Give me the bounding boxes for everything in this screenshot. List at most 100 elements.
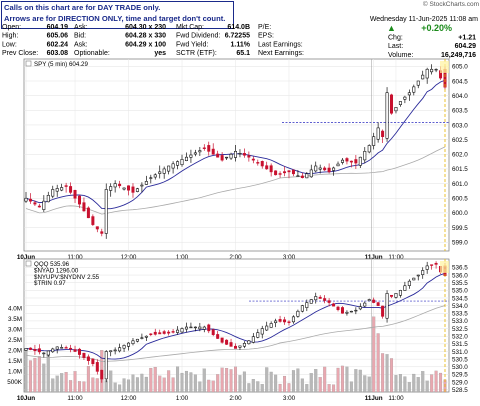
candle-body bbox=[332, 167, 336, 171]
quote-value: 604.30 x 230 bbox=[125, 24, 166, 31]
volume-bar bbox=[171, 377, 175, 393]
volume-bar bbox=[91, 377, 95, 393]
quote-right-value: +1.21 bbox=[458, 35, 476, 42]
volume-bar bbox=[296, 368, 300, 393]
candle-body bbox=[193, 152, 197, 155]
candle-body bbox=[242, 343, 246, 347]
volume-bar bbox=[225, 368, 229, 393]
volume-bar bbox=[184, 370, 188, 393]
x-tick-label: 1:00 bbox=[176, 395, 189, 402]
volume-bar bbox=[291, 370, 295, 393]
candle-body bbox=[207, 324, 211, 332]
candle-body bbox=[381, 305, 385, 317]
x-tick-label: 11Jun bbox=[365, 395, 383, 402]
candle-body bbox=[220, 155, 224, 161]
candle-body bbox=[278, 173, 282, 175]
volume-bar bbox=[398, 374, 402, 393]
volume-bar bbox=[434, 370, 438, 393]
candle-body bbox=[354, 309, 358, 312]
candle-body bbox=[269, 323, 273, 328]
candle-body bbox=[265, 165, 269, 170]
y-tick-label: 532.0 bbox=[452, 334, 468, 341]
candle-body bbox=[327, 300, 331, 303]
volume-bar bbox=[425, 380, 429, 393]
volume-bar bbox=[211, 380, 215, 393]
candle-body bbox=[256, 162, 260, 164]
qqq-price-panel: 536.5536.0535.5535.0534.5534.0533.5533.0… bbox=[7, 258, 468, 402]
quote-label: Fwd Yield: bbox=[176, 41, 208, 48]
x-tick-label: 11:00 bbox=[388, 254, 404, 261]
candle-body bbox=[300, 305, 304, 312]
panel-menu-icon bbox=[25, 260, 32, 267]
candle-body bbox=[55, 188, 59, 192]
candle-body bbox=[425, 265, 429, 270]
candle-body bbox=[412, 277, 416, 281]
candle-body bbox=[340, 159, 344, 163]
candle-body bbox=[358, 156, 362, 166]
candle-body bbox=[234, 151, 238, 158]
candle-body bbox=[283, 319, 287, 323]
moving-average-fast bbox=[25, 272, 446, 360]
volume-bar bbox=[118, 384, 122, 393]
candle-body bbox=[28, 347, 32, 350]
candle-body bbox=[412, 86, 416, 93]
quote-label: SCTR (ETF): bbox=[176, 50, 217, 57]
candle-body bbox=[51, 189, 55, 197]
moving-average-slow bbox=[25, 305, 446, 362]
candle-body bbox=[144, 181, 148, 185]
volume-bar bbox=[55, 375, 59, 393]
volume-bar bbox=[336, 367, 340, 393]
candle-body bbox=[95, 362, 99, 372]
volume-bar bbox=[358, 369, 362, 393]
y-tick-label: 529.0 bbox=[452, 379, 468, 386]
volume-bar bbox=[278, 383, 282, 393]
candle-body bbox=[180, 159, 184, 166]
volume-bar bbox=[309, 373, 313, 393]
candle-body bbox=[207, 145, 211, 152]
candle-body bbox=[46, 350, 50, 356]
candle-body bbox=[127, 185, 131, 191]
quote-label: Prev Close: bbox=[2, 50, 38, 57]
quote-value: 1.11% bbox=[231, 41, 251, 48]
quote-right-column: Chg: +1.21 Last: 604.29 Volume: 16,249,716 bbox=[388, 35, 476, 59]
candle-body bbox=[37, 205, 41, 208]
volume-tick-label: 3.5M bbox=[8, 316, 22, 323]
volume-bar bbox=[349, 381, 353, 393]
candle-body bbox=[104, 351, 108, 380]
volume-bar bbox=[193, 374, 197, 393]
candle-body bbox=[158, 332, 162, 335]
quote-label: Optionable: bbox=[74, 50, 110, 57]
candle-body bbox=[220, 337, 224, 343]
candle-body bbox=[109, 350, 113, 353]
y-tick-label: 534.5 bbox=[452, 295, 468, 302]
volume-bar bbox=[198, 381, 202, 393]
x-tick-label: 3:00 bbox=[283, 254, 296, 261]
candle-body bbox=[394, 107, 398, 112]
x-tick-label: 10Jun bbox=[17, 395, 35, 402]
volume-bar bbox=[256, 381, 260, 393]
candle-body bbox=[64, 347, 68, 349]
quote-label: P/E: bbox=[258, 24, 271, 31]
candle-body bbox=[403, 285, 407, 291]
quote-right-value: 16,249,716 bbox=[441, 52, 476, 59]
moving-average-slow bbox=[25, 146, 446, 215]
candle-body bbox=[73, 349, 77, 352]
quote-label: Mkt Cap: bbox=[176, 24, 204, 31]
quote-label: EPS: bbox=[258, 33, 274, 40]
candle-body bbox=[198, 326, 202, 330]
volume-bar bbox=[407, 382, 411, 393]
candle-body bbox=[251, 336, 255, 343]
quote-value: 604.29 x 100 bbox=[125, 41, 166, 48]
candle-body bbox=[434, 262, 438, 265]
y-tick-label: 530.5 bbox=[452, 356, 468, 363]
quote-label: Next Earnings: bbox=[258, 50, 304, 57]
y-tick-label: 603.0 bbox=[452, 122, 468, 129]
candle-body bbox=[376, 302, 380, 306]
candle-body bbox=[127, 342, 131, 347]
volume-bar bbox=[381, 353, 385, 393]
candle-body bbox=[118, 347, 122, 352]
candle-body bbox=[367, 145, 371, 153]
volume-bar bbox=[238, 375, 242, 393]
candle-body bbox=[225, 339, 229, 345]
candle-body bbox=[287, 321, 291, 323]
